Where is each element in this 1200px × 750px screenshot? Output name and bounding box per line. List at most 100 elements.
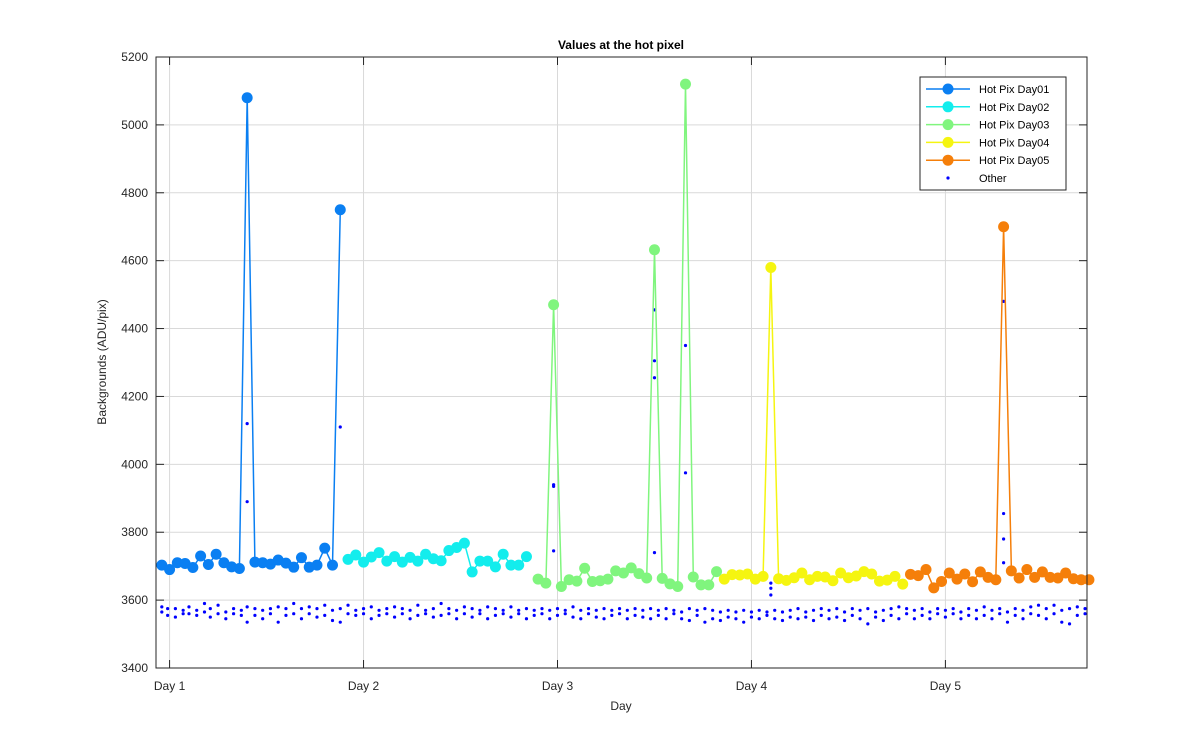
legend-entry[interactable]: Hot Pix Day05: [926, 154, 1049, 168]
other-point: [195, 613, 199, 617]
series-marker: [1021, 564, 1033, 576]
series-marker: [195, 550, 207, 562]
other-point: [858, 608, 862, 612]
other-point: [788, 608, 792, 612]
series-marker: [726, 569, 738, 581]
y-tick-label: 5000: [121, 118, 148, 132]
other-point: [166, 606, 170, 611]
other-point: [936, 612, 940, 616]
other-point: [749, 615, 754, 619]
other-point: [261, 617, 265, 621]
other-point: [517, 612, 521, 616]
other-point: [656, 608, 660, 612]
other-point: [703, 606, 707, 611]
other-point: [1060, 620, 1064, 624]
legend-label: Hot Pix Day02: [979, 102, 1049, 114]
y-tick-label: 3800: [121, 525, 148, 539]
other-point: [195, 608, 199, 612]
other-point: [602, 606, 606, 611]
other-point: [532, 613, 536, 617]
other-point: [943, 615, 948, 619]
other-point: [299, 606, 304, 611]
other-point: [563, 608, 567, 612]
other-point: [173, 615, 177, 619]
y-tick-label: 4600: [121, 254, 148, 268]
other-point: [889, 606, 893, 611]
legend-entry[interactable]: Hot Pix Day04: [926, 136, 1049, 150]
other-point: [532, 608, 536, 612]
other-point: [579, 617, 583, 621]
legend-marker: [942, 83, 954, 95]
y-tick-label: 5200: [121, 50, 148, 64]
series-marker: [827, 575, 839, 587]
other-point: [1052, 612, 1056, 616]
other-point: [625, 617, 629, 621]
other-point: [687, 618, 691, 623]
series-2: [342, 537, 532, 578]
other-point: [447, 606, 451, 611]
legend[interactable]: Hot Pix Day01 Hot Pix Day02 Hot Pix Day03 H…: [919, 76, 1067, 191]
other-point: [610, 608, 614, 612]
other-point: [827, 608, 831, 612]
other-point: [439, 601, 443, 606]
other-point: [1001, 511, 1006, 516]
plot-frame: [155, 56, 1088, 669]
other-point: [804, 615, 808, 619]
other-point: [315, 615, 319, 619]
series-marker: [672, 581, 684, 593]
other-point: [455, 617, 459, 621]
series-marker: [555, 581, 567, 593]
other-point: [749, 610, 754, 614]
other-point: [858, 617, 862, 621]
other-point: [579, 608, 583, 612]
other-point: [1001, 537, 1006, 541]
series-marker: [625, 562, 637, 574]
other-point: [276, 605, 280, 609]
other-point: [742, 620, 746, 624]
other-point: [928, 610, 932, 614]
other-point: [711, 608, 715, 612]
series-marker: [928, 582, 940, 594]
legend-entry[interactable]: Hot Pix Day03: [926, 119, 1049, 132]
other-point: [974, 608, 979, 612]
other-point: [392, 615, 397, 619]
other-point: [509, 615, 513, 619]
other-point: [330, 608, 335, 612]
other-point: [307, 605, 311, 609]
legend-entry[interactable]: Other: [946, 173, 1007, 185]
other-point: [208, 606, 212, 611]
other-point: [224, 610, 228, 614]
other-point: [447, 612, 451, 616]
series-marker: [796, 567, 808, 579]
other-point: [439, 613, 443, 617]
legend-entry[interactable]: Hot Pix Day01: [926, 83, 1049, 97]
other-point: [866, 622, 870, 626]
other-point: [369, 605, 373, 609]
series-1: [156, 92, 346, 576]
other-point: [284, 613, 288, 617]
series-marker: [959, 568, 971, 580]
other-point: [501, 612, 505, 616]
other-point: [385, 612, 389, 616]
series-marker: [482, 555, 494, 567]
other-point: [552, 549, 556, 553]
y-axis-title: Backgrounds (ADU/pix): [95, 299, 109, 424]
other-point: [571, 615, 575, 619]
series-marker: [648, 244, 660, 256]
other-point: [216, 612, 220, 616]
other-point: [982, 605, 986, 609]
series-marker: [742, 568, 754, 580]
series-marker: [602, 573, 614, 585]
legend-entry[interactable]: Hot Pix Day02: [926, 101, 1049, 114]
other-point: [617, 606, 622, 611]
other-point: [346, 612, 350, 616]
other-point: [330, 618, 335, 623]
other-point: [1029, 612, 1033, 616]
other-point: [695, 613, 699, 617]
series-marker: [757, 570, 769, 582]
series-marker: [990, 574, 1002, 586]
series-marker: [974, 566, 986, 578]
y-tick-label: 4800: [121, 186, 148, 200]
other-point: [683, 343, 688, 348]
other-point: [571, 605, 575, 609]
